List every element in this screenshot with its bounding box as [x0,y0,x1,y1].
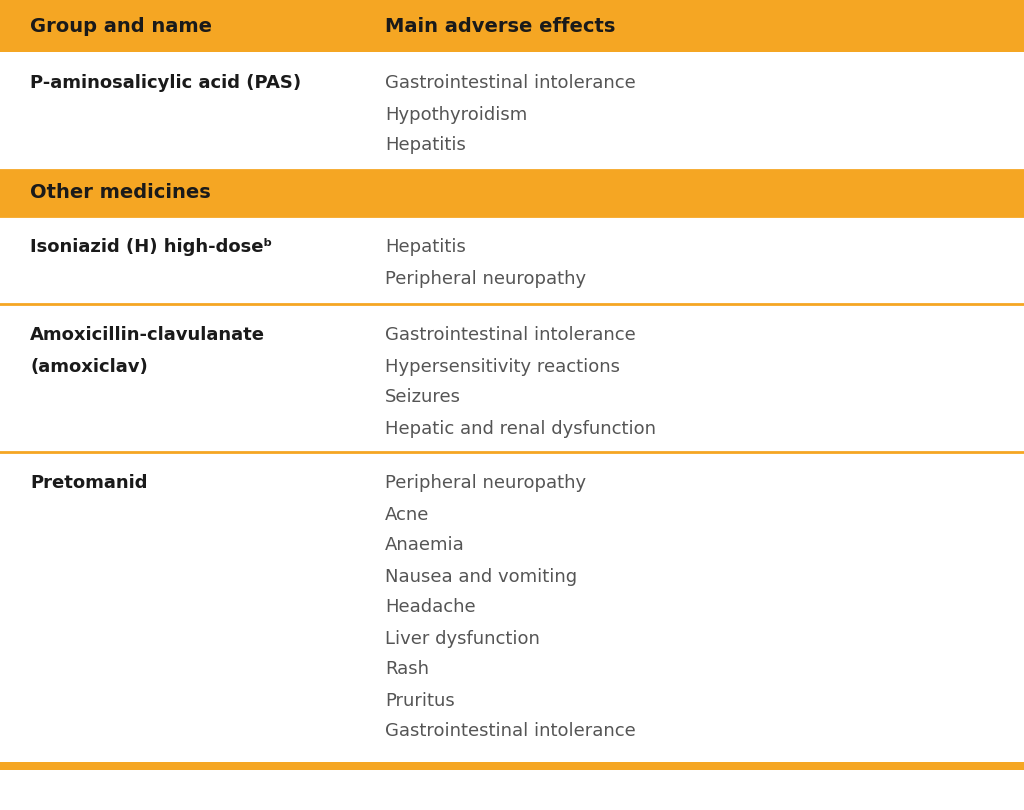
Text: Seizures: Seizures [385,389,461,407]
Text: Gastrointestinal intolerance: Gastrointestinal intolerance [385,75,636,92]
Bar [0,52,1024,170]
Text: Hepatitis: Hepatitis [385,238,466,257]
Text: Peripheral neuropathy: Peripheral neuropathy [385,270,586,288]
Bar [0,0,1024,52]
Text: Amoxicillin-clavulanate: Amoxicillin-clavulanate [30,326,265,344]
Text: Hepatitis: Hepatitis [385,137,466,155]
Text: P-aminosalicylic acid (PAS): P-aminosalicylic acid (PAS) [30,75,301,92]
Text: Liver dysfunction: Liver dysfunction [385,629,540,647]
Text: Hepatic and renal dysfunction: Hepatic and renal dysfunction [385,420,656,437]
Bar [0,452,1024,762]
Bar [0,216,1024,304]
Text: Pretomanid: Pretomanid [30,475,147,492]
Text: Peripheral neuropathy: Peripheral neuropathy [385,475,586,492]
Text: Hypothyroidism: Hypothyroidism [385,105,527,123]
Bar [0,170,1024,216]
Text: Other medicines: Other medicines [30,184,211,202]
Text: Group and name: Group and name [30,16,212,36]
Text: Isoniazid (H) high-doseᵇ: Isoniazid (H) high-doseᵇ [30,238,272,257]
Text: Nausea and vomiting: Nausea and vomiting [385,568,578,586]
Text: Acne: Acne [385,505,429,523]
Text: Gastrointestinal intolerance: Gastrointestinal intolerance [385,326,636,344]
Text: Hypersensitivity reactions: Hypersensitivity reactions [385,357,620,376]
Text: (amoxiclav): (amoxiclav) [30,357,147,376]
Text: Anaemia: Anaemia [385,536,465,555]
Text: Gastrointestinal intolerance: Gastrointestinal intolerance [385,723,636,740]
Text: Main adverse effects: Main adverse effects [385,16,615,36]
Text: Headache: Headache [385,599,475,616]
Text: Pruritus: Pruritus [385,692,455,710]
Bar [0,304,1024,452]
Text: Rash: Rash [385,660,429,679]
Bar [0,762,1024,770]
